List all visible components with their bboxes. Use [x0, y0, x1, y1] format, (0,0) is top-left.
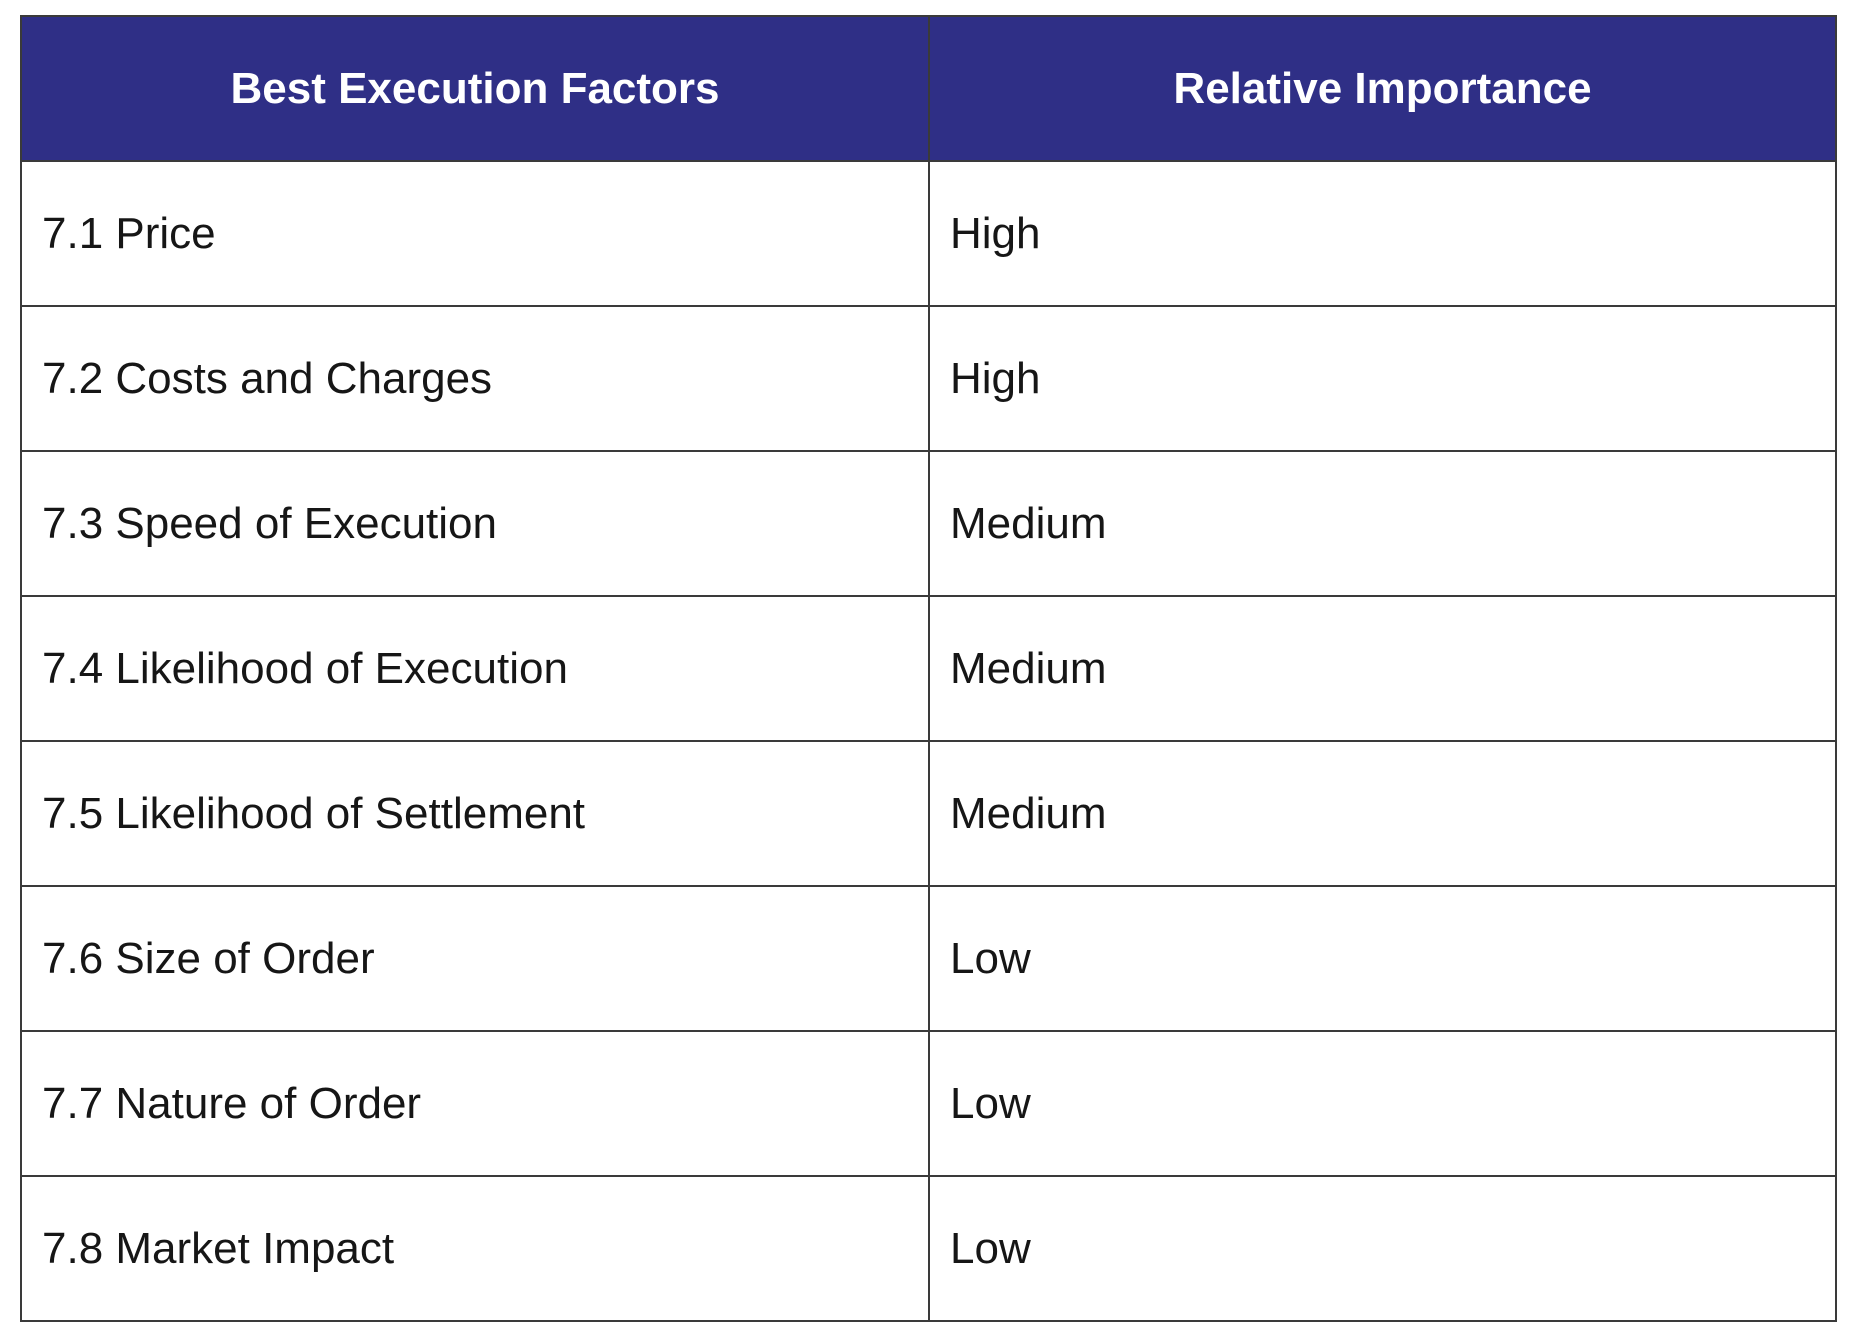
importance-cell: High: [928, 160, 1837, 307]
importance-cell: High: [928, 305, 1837, 452]
table-header: Best Execution Factors Relative Importan…: [20, 15, 1837, 162]
factor-cell: 7.3 Speed of Execution: [20, 450, 930, 597]
importance-cell: Medium: [928, 450, 1837, 597]
factor-cell: 7.6 Size of Order: [20, 885, 930, 1032]
table-row: 7.6 Size of Order Low: [20, 885, 1837, 1032]
table-body: 7.1 Price High 7.2 Costs and Charges Hig…: [20, 160, 1837, 1322]
table-row: 7.3 Speed of Execution Medium: [20, 450, 1837, 597]
execution-factors-table-container: Best Execution Factors Relative Importan…: [20, 15, 1837, 1322]
table-row: 7.1 Price High: [20, 160, 1837, 307]
factor-cell: 7.7 Nature of Order: [20, 1030, 930, 1177]
importance-cell: Low: [928, 885, 1837, 1032]
header-row: Best Execution Factors Relative Importan…: [20, 15, 1837, 162]
table-row: 7.4 Likelihood of Execution Medium: [20, 595, 1837, 742]
table-row: 7.8 Market Impact Low: [20, 1175, 1837, 1322]
importance-cell: Medium: [928, 595, 1837, 742]
table-row: 7.7 Nature of Order Low: [20, 1030, 1837, 1177]
importance-cell: Medium: [928, 740, 1837, 887]
column-header-importance: Relative Importance: [928, 15, 1837, 162]
factor-cell: 7.2 Costs and Charges: [20, 305, 930, 452]
column-header-factors: Best Execution Factors: [20, 15, 930, 162]
importance-cell: Low: [928, 1175, 1837, 1322]
factor-cell: 7.1 Price: [20, 160, 930, 307]
factor-cell: 7.5 Likelihood of Settlement: [20, 740, 930, 887]
factor-cell: 7.8 Market Impact: [20, 1175, 930, 1322]
table-row: 7.5 Likelihood of Settlement Medium: [20, 740, 1837, 887]
table-row: 7.2 Costs and Charges High: [20, 305, 1837, 452]
execution-factors-table: Best Execution Factors Relative Importan…: [20, 15, 1837, 1322]
factor-cell: 7.4 Likelihood of Execution: [20, 595, 930, 742]
importance-cell: Low: [928, 1030, 1837, 1177]
